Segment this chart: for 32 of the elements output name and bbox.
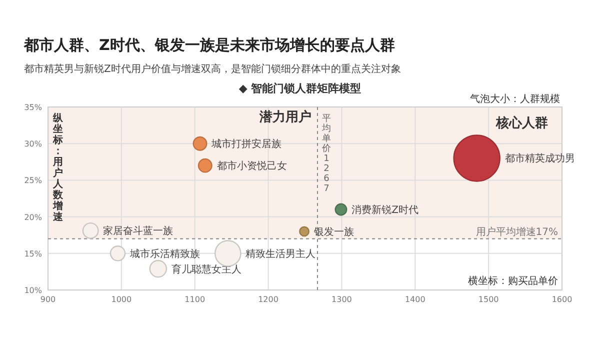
x-tick-label: 900: [40, 295, 56, 304]
x-tick-label: 1500: [478, 295, 499, 304]
data-label: 城市乐活精致族: [129, 248, 200, 260]
x-tick-label: 1600: [552, 295, 572, 304]
data-label: 银发一族: [312, 226, 354, 238]
x-tick-label: 1400: [404, 295, 426, 304]
data-label: 都市精英成功男: [504, 152, 575, 165]
ref-line-label: 用户平均增速17%: [476, 226, 558, 238]
data-label: 城市打拼安居族: [210, 138, 282, 150]
annotation: 潜力用户: [258, 109, 312, 125]
x-tick-label: 1100: [184, 295, 206, 304]
y-tick-label: 25%: [24, 176, 42, 186]
y-tick-label: 30%: [24, 140, 42, 149]
x-tick-label: 1200: [258, 295, 278, 304]
x-tick-label: 1300: [332, 295, 352, 304]
y-tick-label: 35%: [24, 103, 42, 112]
data-label: 精致生活男主人: [246, 248, 316, 260]
data-label: 家居奋斗蓝一族: [103, 225, 174, 238]
ref-line-label: 平均单价1267: [320, 114, 331, 194]
text: 纵坐标：用户人数增速: [53, 113, 63, 223]
data-label: 消费新锐Z时代: [352, 204, 418, 216]
x-tick-label: 1000: [111, 295, 132, 304]
data-label: 都市小资悦己女: [216, 160, 287, 172]
chart-subtitle: 都市精英男与新锐Z时代用户价值与增速双高，是智能门锁细分群体中的重点关注对象: [24, 63, 401, 75]
chart-title: 都市人群、Z时代、银发一族是未来市场增长的要点人群: [23, 36, 395, 54]
annotation: 核心人群: [495, 115, 548, 131]
panel-heading: ◆ 智能门锁人群矩阵模型: [238, 82, 362, 95]
y-tick-label: 15%: [24, 249, 42, 258]
y-tick-label: 10%: [24, 286, 42, 295]
x-axis-title: 横坐标：购买品单价: [468, 275, 558, 287]
text: 气泡大小：人群规模: [470, 93, 560, 105]
y-tick-label: 20%: [24, 212, 42, 222]
